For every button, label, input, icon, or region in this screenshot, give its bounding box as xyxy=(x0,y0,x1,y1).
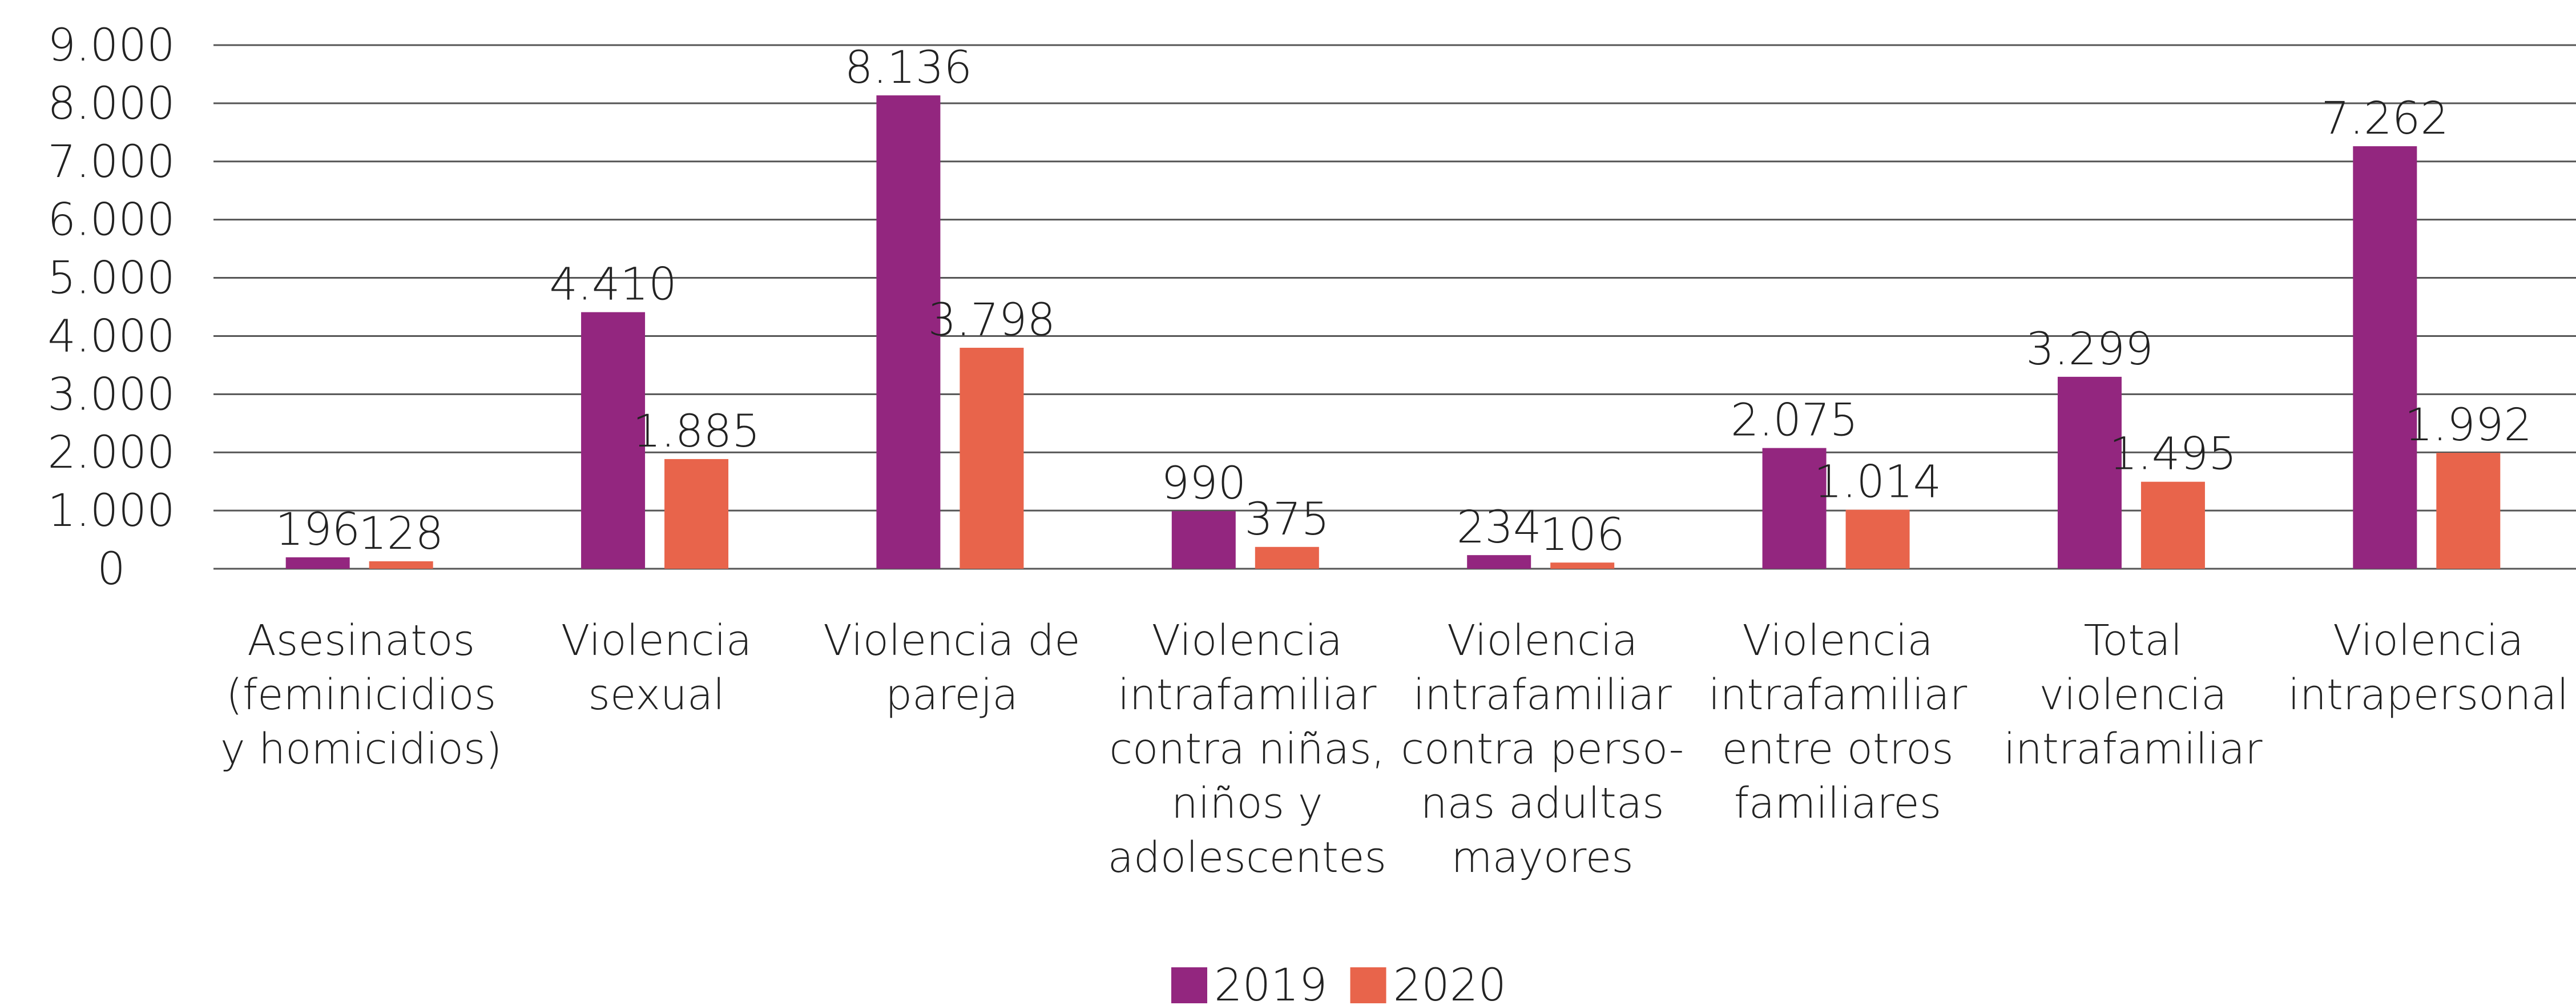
y-tick-label: 6.000 xyxy=(47,195,175,246)
value-label: 1.885 xyxy=(632,406,760,457)
bar xyxy=(1762,448,1827,569)
value-label: 1.992 xyxy=(2405,400,2532,451)
value-label: 375 xyxy=(1244,494,1329,545)
y-tick-label: 3.000 xyxy=(47,369,175,420)
y-tick-label: 1.000 xyxy=(47,485,175,537)
legend-swatch xyxy=(1350,967,1386,1003)
x-tick-label: Violencia de pareja xyxy=(823,616,1081,719)
bar xyxy=(369,561,433,569)
value-label: 128 xyxy=(358,508,444,560)
y-tick-label: 4.000 xyxy=(47,311,175,362)
legend-label: 2019 xyxy=(1214,960,1328,1005)
value-label: 234 xyxy=(1457,502,1542,553)
bar xyxy=(2057,376,2122,569)
bar xyxy=(1845,509,1910,569)
y-tick-label: 2.000 xyxy=(47,427,175,479)
value-label: 106 xyxy=(1540,509,1625,561)
value-label: 2.075 xyxy=(1731,395,1858,447)
value-label: 8.136 xyxy=(845,42,972,94)
bar xyxy=(2353,146,2417,569)
value-label: 7.262 xyxy=(2321,93,2449,144)
x-tick-label: Total violencia intrafamiliar xyxy=(2003,616,2263,774)
bar xyxy=(285,557,350,569)
x-tick-label: Violencia intrafamiliar entre otros fami… xyxy=(1708,616,1968,828)
bar xyxy=(1467,555,1531,569)
bar xyxy=(2436,453,2501,569)
x-tick-label: Asesinatos (feminicidios y homicidios) xyxy=(220,616,502,774)
legend-label: 2020 xyxy=(1393,960,1507,1005)
x-tick-label: Violencia sexual xyxy=(561,616,752,719)
bar xyxy=(1171,511,1236,569)
bar xyxy=(1255,546,1319,569)
bar xyxy=(1550,562,1615,569)
y-tick-label: 9.000 xyxy=(47,20,175,71)
y-tick-label: 0 xyxy=(97,544,126,595)
bar xyxy=(960,348,1024,569)
value-label: 4.410 xyxy=(549,259,676,311)
x-tick-label: Violencia intrapersonal xyxy=(2288,616,2569,719)
x-tick-label: Violencia intrafamiliar contra niñas, ni… xyxy=(1107,616,1387,882)
x-tick-label: Violencia intrafamiliar contra perso- na… xyxy=(1401,616,1684,882)
value-label: 1.014 xyxy=(1814,457,1941,508)
bar xyxy=(581,312,646,569)
y-tick-label: 5.000 xyxy=(47,253,175,304)
value-label: 990 xyxy=(1161,458,1246,509)
bar xyxy=(876,95,941,569)
bar xyxy=(2140,481,2205,569)
y-tick-label: 7.000 xyxy=(47,136,175,188)
y-tick-label: 8.000 xyxy=(47,78,175,130)
value-label: 196 xyxy=(275,504,360,556)
value-label: 3.798 xyxy=(928,295,1055,346)
value-label: 1.495 xyxy=(2109,429,2236,480)
bar xyxy=(664,459,729,569)
value-label: 3.299 xyxy=(2026,324,2153,375)
legend-swatch xyxy=(1171,967,1207,1003)
